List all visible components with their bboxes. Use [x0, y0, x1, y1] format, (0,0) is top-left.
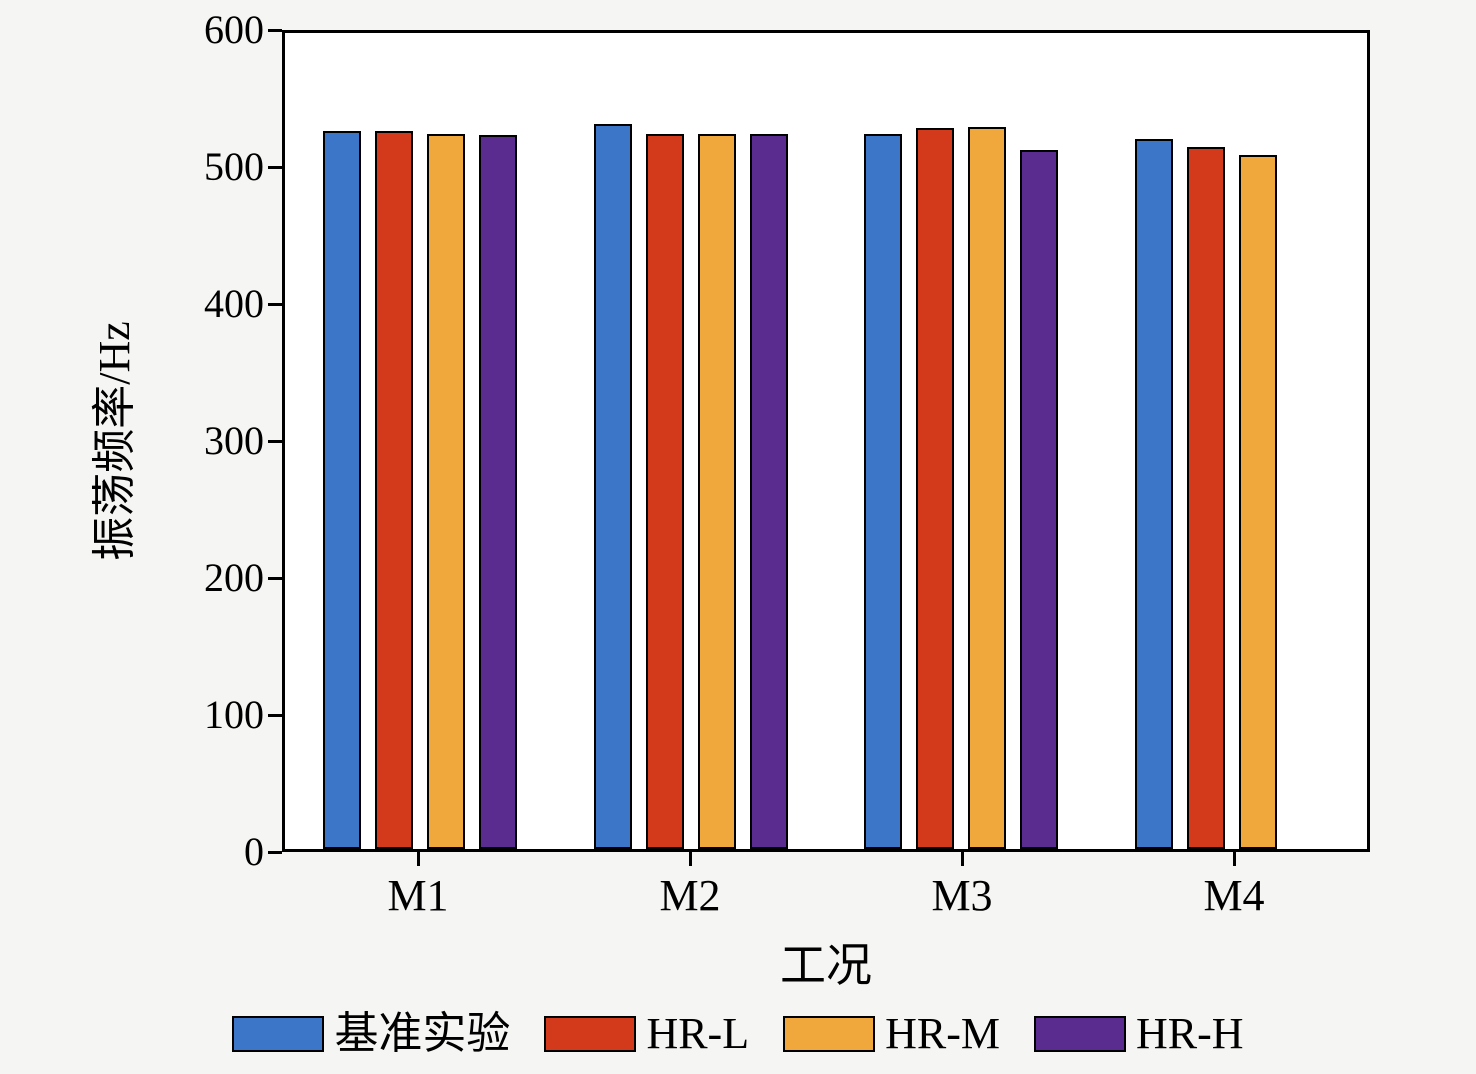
x-tick-mark [688, 852, 692, 866]
legend-swatch [1034, 1016, 1126, 1052]
bar-M1-HR-L [375, 130, 414, 849]
y-tick-mark [268, 165, 282, 169]
bar-M3-HR-L [916, 128, 955, 849]
bar-group-M2 [556, 33, 827, 849]
legend-item-HR-L: HR-L [544, 1012, 749, 1056]
bar-M3-HR-M [968, 126, 1007, 849]
y-tick-label: 0 [244, 829, 264, 874]
x-category-label-M1: M1 [387, 871, 449, 920]
bar-M4-基准实验 [1134, 139, 1173, 849]
bar-M3-基准实验 [864, 133, 903, 849]
bar-groups [285, 33, 1367, 849]
x-category-label-M3: M3 [931, 871, 993, 920]
bar-M2-基准实验 [593, 124, 632, 849]
x-tick-mark [960, 852, 964, 866]
y-tick-mark [268, 713, 282, 717]
legend-label: 基准实验 [334, 1009, 511, 1058]
y-tick-label: 100 [204, 692, 264, 737]
plot-area [282, 30, 1370, 852]
legend-label: HR-M [885, 1009, 1000, 1058]
x-category-label-M2: M2 [659, 871, 721, 920]
y-tick-label: 600 [204, 7, 264, 52]
y-tick-mark [268, 302, 282, 306]
legend-swatch [232, 1016, 325, 1052]
y-tick-label: 200 [204, 555, 264, 600]
bar-M2-HR-H [749, 133, 788, 849]
legend: 基准实验 HR-L HR-M HR-H [0, 1012, 1476, 1056]
y-tick-label: 500 [204, 144, 264, 189]
y-axis-title: 振荡频率/Hz [90, 321, 139, 561]
bar-M4-HR-M [1238, 155, 1277, 849]
y-tick-mark [268, 850, 282, 854]
bar-M2-HR-M [697, 133, 736, 849]
legend-swatch [544, 1016, 637, 1052]
x-category-label-M4: M4 [1203, 871, 1265, 920]
legend-item-HR-M: HR-M [783, 1012, 1000, 1056]
bar-M1-基准实验 [323, 130, 362, 849]
y-tick-mark [268, 439, 282, 443]
legend-label: HR-H [1136, 1009, 1244, 1058]
bar-M1-HR-M [427, 133, 466, 849]
x-tick-mark [1232, 852, 1236, 866]
y-tick-mark [268, 576, 282, 580]
bar-M3-HR-H [1020, 149, 1059, 849]
bar-group-M1 [285, 33, 556, 849]
legend-item-HR-H: HR-H [1034, 1012, 1244, 1056]
bar-group-M4 [1097, 33, 1368, 849]
y-tick-label: 300 [204, 418, 264, 463]
y-tick-mark [268, 28, 282, 32]
bar-M4-HR-L [1186, 147, 1225, 849]
legend-item-基准实验: 基准实验 [232, 1012, 510, 1056]
x-tick-mark [416, 852, 420, 866]
bar-group-M3 [826, 33, 1097, 849]
y-tick-label: 400 [204, 281, 264, 326]
x-axis-title: 工况 [780, 940, 872, 991]
legend-label: HR-L [646, 1009, 750, 1058]
bar-M2-HR-L [645, 133, 684, 849]
legend-swatch [783, 1016, 876, 1052]
bar-M1-HR-H [479, 135, 518, 849]
